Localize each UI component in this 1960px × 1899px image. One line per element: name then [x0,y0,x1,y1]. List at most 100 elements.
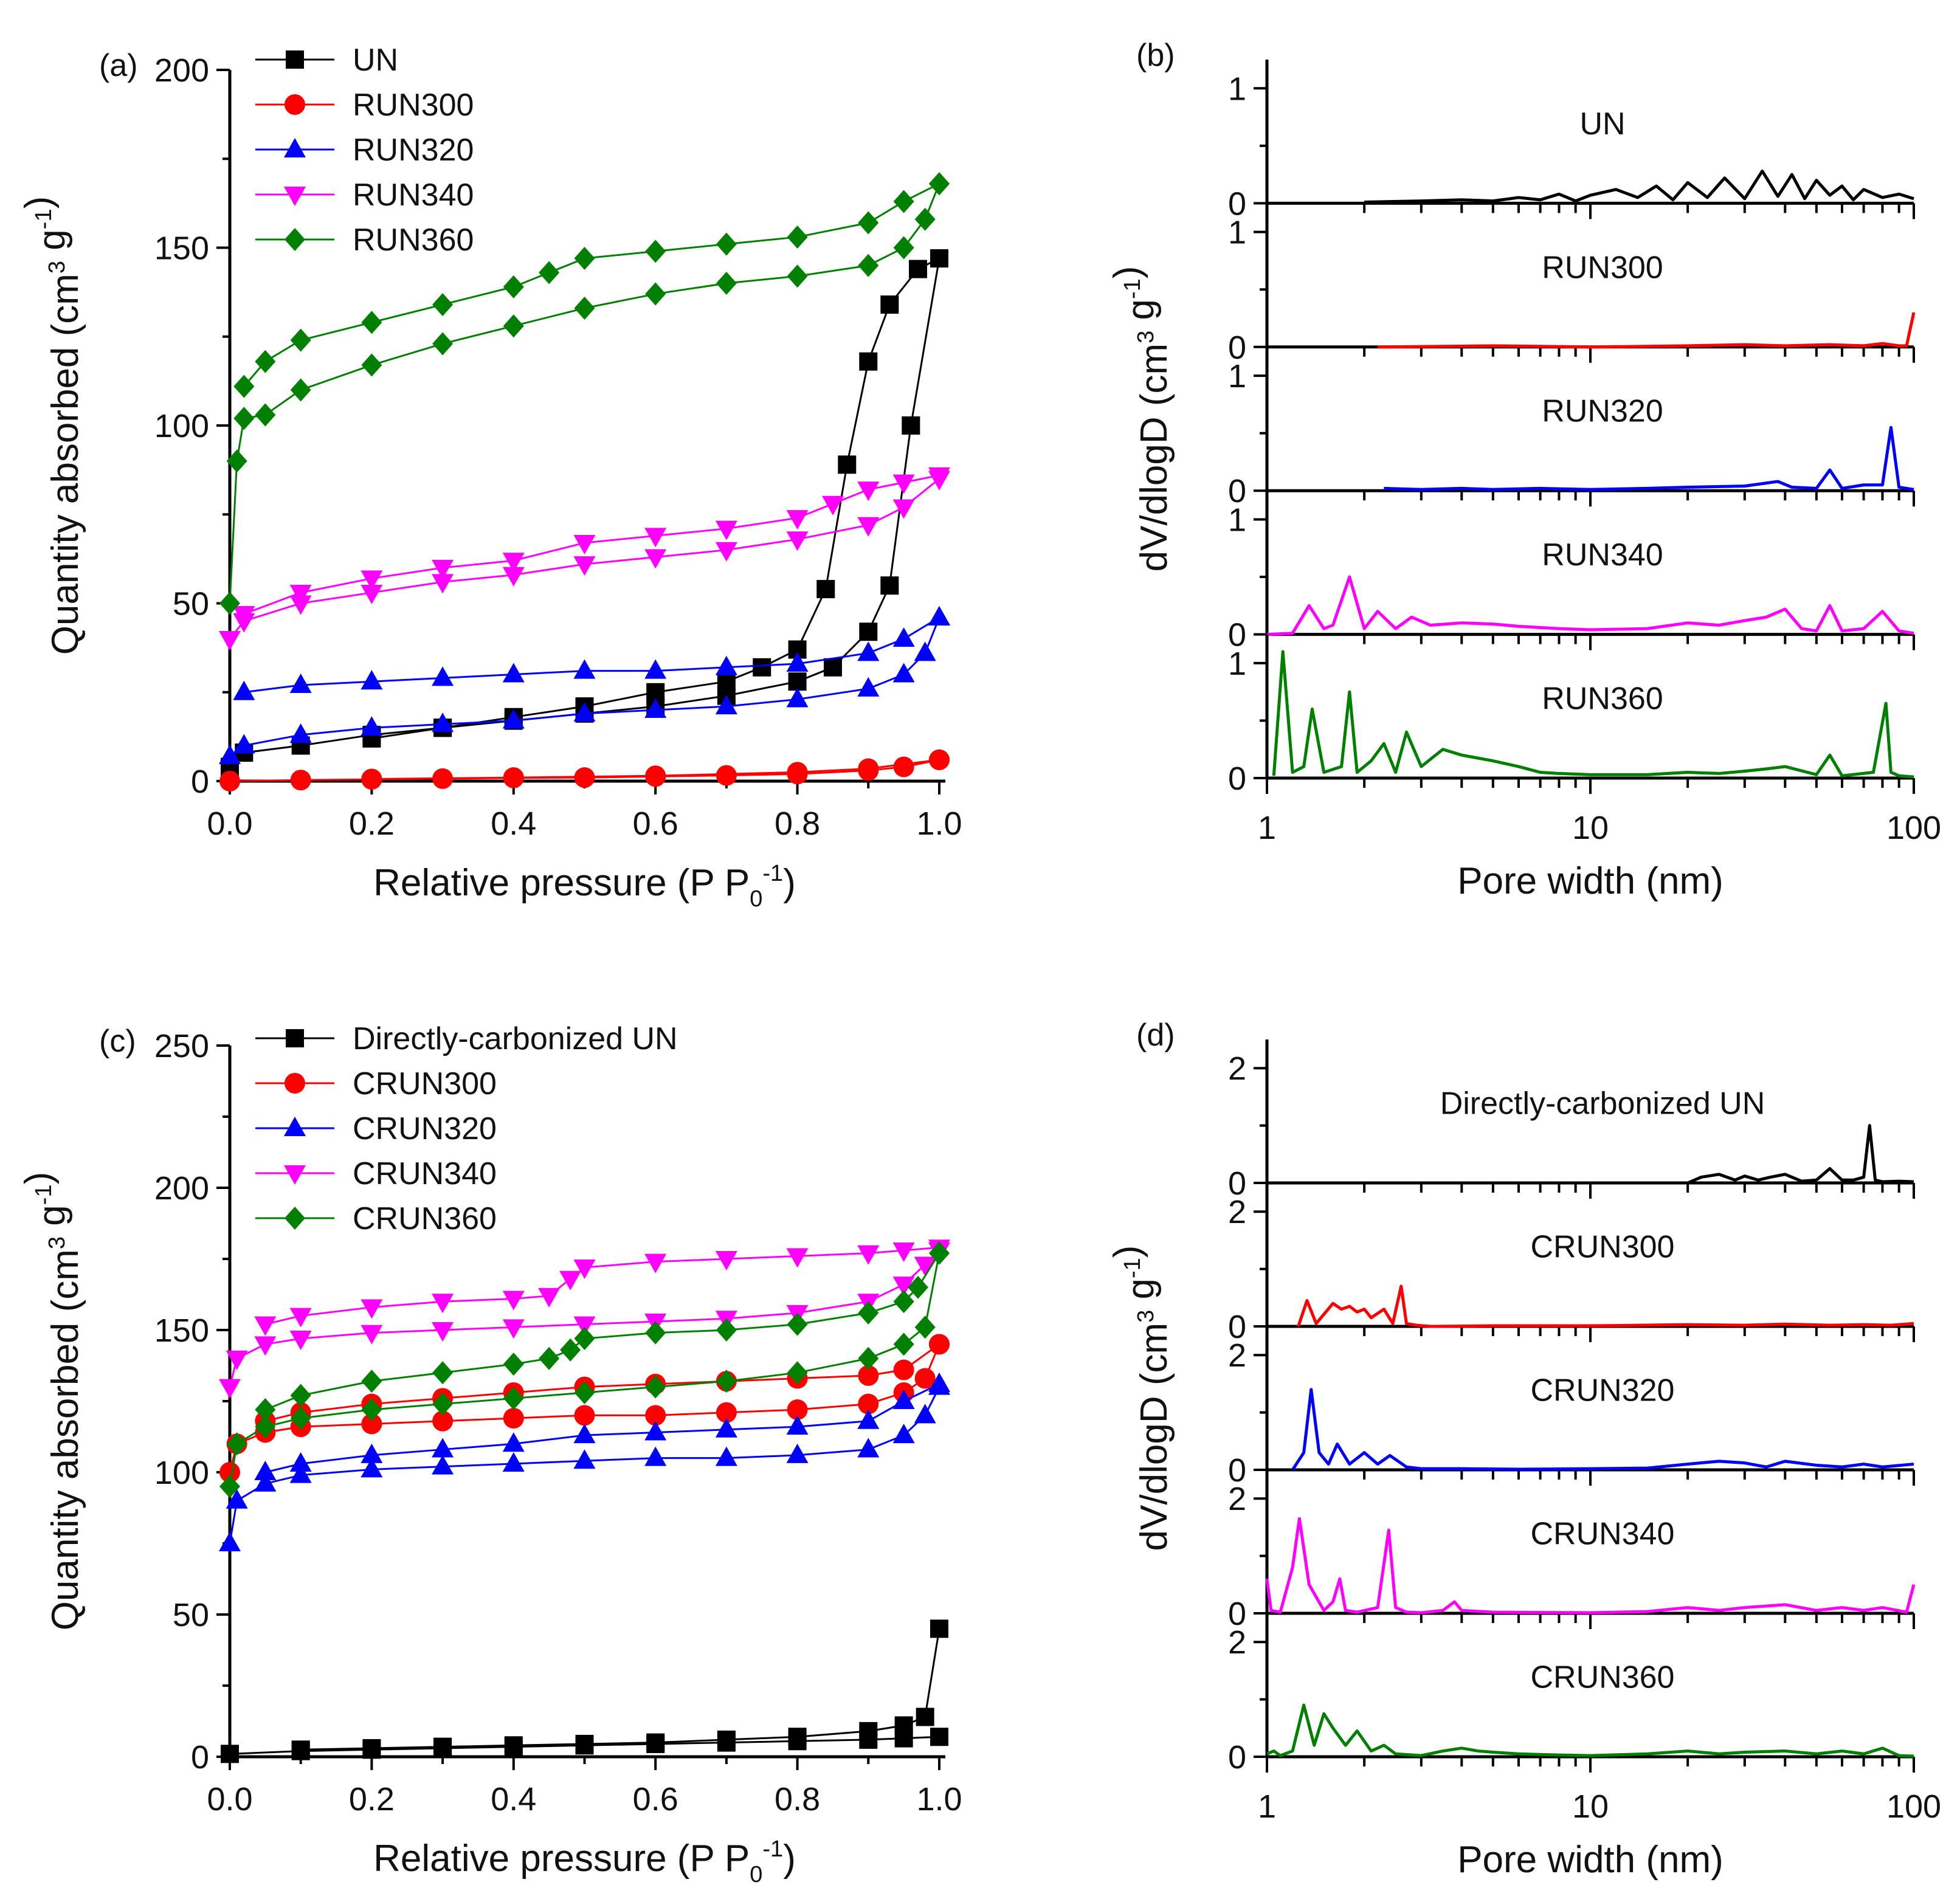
c-data-point [715,1418,737,1438]
b-subplot-label: RUN340 [1542,537,1663,573]
c-data-point [361,1458,383,1478]
a-data-point [219,745,241,765]
a-data-point [432,560,454,579]
a-data-point [892,499,915,519]
c-data-point [907,1275,928,1299]
a-data-point [645,765,666,787]
a-data-point [717,672,736,691]
c-data-point [893,1332,914,1356]
c-data-point [432,1438,454,1458]
a-data-point [361,570,383,590]
d-y-tick-label: 0 [1228,1596,1246,1632]
a-data-point [361,311,382,334]
a-data-point [361,716,383,736]
c-data-point [858,1301,879,1325]
c-data-point [254,1472,277,1492]
a-data-point [716,232,737,256]
d-data-line [1297,1284,1914,1328]
c-x-tick-label: 1.0 [916,1781,962,1818]
a-data-point [787,225,808,249]
a-data-point [289,723,312,743]
a-data-point [893,756,914,777]
a-data-point [573,535,596,555]
d-subplot-directly-carbonized-un: 0 2 Directly-carbonized UN [1228,1039,1915,1202]
a-data-point [928,605,950,626]
c-data-point [858,1393,879,1415]
a-data-point [859,352,878,371]
c-data-point [290,1384,311,1407]
c-legend-label: CRUN300 [353,1066,497,1101]
c-data-point [929,1241,950,1265]
a-legend-marker [285,94,305,115]
a-legend-label: UN [353,43,398,78]
a-data-point [857,517,880,537]
b-data-line [1364,169,1914,204]
d-y-tick-label: 2 [1228,1481,1246,1517]
a-data-point [255,403,276,427]
c-data-point [539,1346,560,1370]
b-subplot-label: RUN360 [1542,681,1663,717]
a-series-run300 [219,749,950,791]
c-data-point [432,1392,454,1416]
a-data-point [715,695,737,715]
c-legend-label: CRUN320 [353,1111,497,1146]
a-data-point [858,758,879,779]
a-data-point [929,172,950,196]
b-label: (b) [1136,38,1175,73]
c-data-point [361,1413,382,1435]
c-data-point [574,1405,595,1426]
a-data-point [219,591,240,615]
a-desorption-line [244,616,940,694]
c-data-point [432,1361,454,1385]
d-x-tick-label: 10 [1572,1788,1609,1825]
b-y-tick-label: 1 [1228,501,1246,538]
c-xlabel: Relative pressure (P P0-1) [373,1836,796,1887]
c-legend-marker [284,1117,306,1136]
a-data-point [289,595,312,615]
a-data-point [857,677,880,697]
a-data-point [786,688,809,708]
c-data-point [560,1338,581,1362]
a-data-point [361,584,383,604]
b-y-tick-label: 1 [1228,215,1246,251]
d-subplot-label: CRUN360 [1531,1660,1675,1695]
c-data-point [362,1739,381,1757]
a-data-point [788,672,807,691]
c-data-point [857,1245,880,1265]
a-data-point [715,520,737,540]
c-data-point [930,1728,948,1746]
c-data-point [502,1432,525,1452]
a-data-point [838,455,857,474]
c-data-point [574,1380,595,1404]
a-desorption-line [243,182,940,387]
a-data-point [644,528,667,548]
c-x-tick-label: 0.8 [775,1781,820,1818]
c-data-point [219,1379,241,1399]
b-y-tick-label: 1 [1228,358,1246,395]
a-data-point [219,631,241,650]
d-subplot-crun320: 0 2 CRUN320 [1228,1326,1915,1489]
c-data-point [914,1315,936,1339]
d-xlabel: Pore width (nm) [1457,1839,1724,1881]
c-desorption-line [300,1628,940,1751]
a-data-point [821,495,844,515]
a-y-tick-label: 200 [154,52,209,89]
d-data-line [1291,1388,1914,1471]
c-data-point [361,1443,383,1463]
c-data-point [574,1327,595,1351]
b-subplot-un: 0 1 UN [1228,60,1915,222]
d-data-line [1266,1703,1914,1758]
c-data-point [893,1290,914,1314]
a-data-point [892,627,915,647]
c-data-point [645,1321,666,1345]
a-x-tick-label: 0.0 [207,805,252,842]
a-data-point [892,474,915,494]
a-data-point [574,296,595,320]
d-y-tick-label: 2 [1228,1050,1246,1087]
c-data-point [929,1334,950,1355]
a-data-point [432,332,454,356]
a-data-point [715,542,737,562]
c-data-point [289,1463,312,1483]
a-data-point [233,606,255,626]
a-data-point [930,249,948,268]
